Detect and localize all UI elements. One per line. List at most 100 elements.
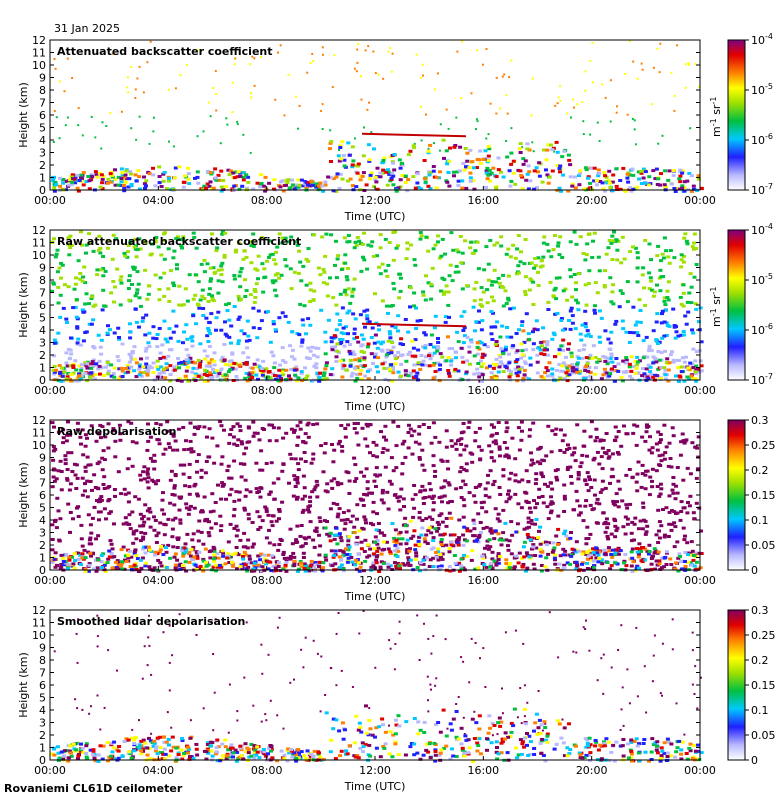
y-tick-label: 11 [32,237,46,250]
y-tick-label: 7 [39,97,46,110]
x-tick-label: 08:00 [251,574,283,587]
y-tick-label: 3 [39,147,46,160]
y-tick-label: 0 [39,184,46,197]
colorbar-tick-label: 0.25 [751,439,776,452]
y-tick-label: 9 [39,72,46,85]
x-tick-label: 08:00 [251,384,283,397]
colorbar-tick-label: 10-5 [751,272,773,287]
x-tick-label: 16:00 [467,764,499,777]
x-tick-label: 00:00 [684,194,716,207]
colorbar-tick-label: 10-7 [751,372,773,387]
y-tick-label: 6 [39,489,46,502]
y-tick-label: 11 [32,427,46,440]
colorbar-tick-label: 0.2 [751,464,769,477]
colorbar-tick-label: 0 [751,564,758,577]
y-tick-label: 4 [39,134,46,147]
colorbar-tick-label: 0.3 [751,604,769,617]
panel-2: Raw attenuated backscatter coefficient01… [17,222,773,413]
panel-title: Smoothed lidar depolarisation [57,615,245,628]
footer-label: Rovaniemi CL61D ceilometer [4,782,183,795]
y-tick-label: 7 [39,477,46,490]
y-tick-label: 2 [39,539,46,552]
colorbar-tick-label: 0.1 [751,514,769,527]
colorbar-tick-label: 10-6 [751,322,773,337]
y-tick-label: 2 [39,159,46,172]
colorbar-tick-label: 10-7 [751,182,773,197]
colorbar [727,229,746,381]
y-tick-label: 3 [39,717,46,730]
x-tick-label: 12:00 [359,764,391,777]
y-tick-label: 8 [39,274,46,287]
y-tick-label: 7 [39,287,46,300]
y-tick-label: 8 [39,84,46,97]
colorbar [727,609,746,761]
colorbar-tick-label: 0.15 [751,679,776,692]
colorbar-tick-label: 0.3 [751,414,769,427]
colorbar-tick-label: 0.25 [751,629,776,642]
y-tick-label: 2 [39,349,46,362]
x-tick-label: 16:00 [467,194,499,207]
y-tick-label: 3 [39,527,46,540]
y-tick-label: 7 [39,667,46,680]
x-tick-label: 04:00 [142,574,174,587]
x-tick-label: 00:00 [34,384,66,397]
y-axis-label: Height (km) [17,82,30,148]
colorbar-tick-label: 0.15 [751,489,776,502]
x-tick-label: 12:00 [359,194,391,207]
x-axis-label: Time (UTC) [344,400,406,413]
x-tick-label: 00:00 [684,764,716,777]
heatmap-cells [51,40,704,193]
panel-1: Attenuated backscatter coefficient 012345… [17,32,773,223]
x-tick-label: 16:00 [467,384,499,397]
y-tick-label: 9 [39,642,46,655]
y-tick-label: 11 [32,617,46,630]
x-tick-label: 04:00 [142,384,174,397]
colorbar-tick-label: 10-5 [751,82,773,97]
y-tick-label: 8 [39,654,46,667]
y-tick-label: 8 [39,464,46,477]
colorbar-tick-label: 0 [751,754,758,767]
x-tick-label: 20:00 [576,194,608,207]
x-tick-label: 08:00 [251,764,283,777]
x-tick-label: 12:00 [359,384,391,397]
y-tick-label: 1 [39,742,46,755]
colorbar-tick-label: 0.05 [751,729,776,742]
y-tick-label: 12 [32,414,46,427]
date-label: 31 Jan 2025 [54,22,120,35]
panel-title: Attenuated backscatter coefficient [57,45,273,58]
heatmap-cells [50,230,704,383]
y-tick-label: 1 [39,172,46,185]
x-tick-label: 00:00 [34,764,66,777]
x-axis-label: Time (UTC) [344,590,406,603]
y-tick-label: 5 [39,502,46,515]
colorbar [727,419,746,571]
y-tick-label: 3 [39,337,46,350]
y-tick-label: 4 [39,704,46,717]
y-tick-label: 12 [32,224,46,237]
y-tick-label: 10 [32,629,46,642]
y-tick-label: 5 [39,122,46,135]
colorbar-unit: m-1 sr-1 [709,287,723,327]
colorbar-tick-label: 0.1 [751,704,769,717]
y-axis-label: Height (km) [17,462,30,528]
y-tick-label: 2 [39,729,46,742]
y-tick-label: 9 [39,452,46,465]
y-tick-label: 5 [39,312,46,325]
y-axis-label: Height (km) [17,272,30,338]
y-tick-label: 0 [39,564,46,577]
x-tick-label: 20:00 [576,384,608,397]
y-tick-label: 4 [39,324,46,337]
colorbar-tick-label: 10-4 [751,32,773,47]
y-tick-label: 9 [39,262,46,275]
colorbar-tick-label: 0.2 [751,654,769,667]
x-tick-label: 00:00 [34,194,66,207]
x-tick-label: 12:00 [359,574,391,587]
x-tick-label: 20:00 [576,764,608,777]
y-tick-label: 0 [39,374,46,387]
y-tick-label: 10 [32,59,46,72]
y-tick-label: 12 [32,604,46,617]
x-axis-label: Time (UTC) [344,210,406,223]
panel-title: Raw depolarisation [57,425,176,438]
